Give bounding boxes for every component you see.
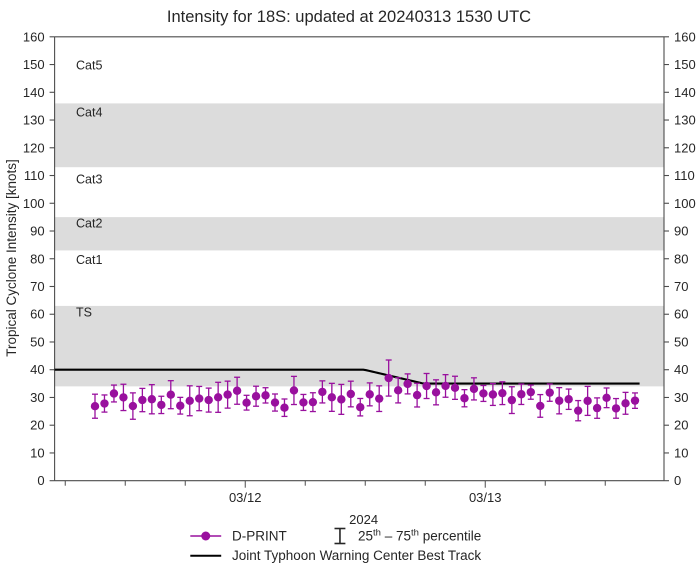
svg-text:120: 120 (674, 140, 696, 155)
svg-text:2024: 2024 (349, 512, 378, 527)
svg-text:90: 90 (30, 224, 44, 239)
svg-text:20: 20 (30, 418, 44, 433)
svg-text:80: 80 (674, 251, 688, 266)
svg-text:100: 100 (674, 196, 696, 211)
svg-text:90: 90 (674, 224, 688, 239)
svg-text:150: 150 (674, 57, 696, 72)
svg-text:50: 50 (30, 334, 44, 349)
svg-text:0: 0 (37, 473, 44, 488)
svg-text:140: 140 (23, 85, 45, 100)
svg-text:Cat4: Cat4 (76, 106, 102, 120)
svg-text:TS: TS (76, 305, 92, 319)
svg-text:03/12: 03/12 (229, 490, 262, 505)
svg-text:Cat5: Cat5 (76, 59, 102, 73)
svg-text:70: 70 (30, 279, 44, 294)
svg-text:Cat1: Cat1 (76, 253, 102, 267)
svg-text:150: 150 (23, 57, 45, 72)
svg-text:Cat3: Cat3 (76, 172, 102, 186)
svg-text:130: 130 (674, 113, 696, 128)
svg-text:160: 160 (23, 29, 45, 44)
svg-text:10: 10 (30, 445, 44, 460)
svg-text:0: 0 (674, 473, 681, 488)
svg-text:60: 60 (30, 307, 44, 322)
svg-text:60: 60 (674, 307, 688, 322)
svg-text:30: 30 (674, 390, 688, 405)
svg-text:110: 110 (674, 168, 695, 183)
svg-text:50: 50 (674, 334, 688, 349)
svg-text:40: 40 (30, 362, 44, 377)
svg-text:10: 10 (674, 445, 688, 460)
svg-text:Intensity for 18S: updated at: Intensity for 18S: updated at 20240313 1… (167, 8, 531, 26)
svg-text:Joint Typhoon Warning Center B: Joint Typhoon Warning Center Best Track (232, 548, 481, 563)
svg-text:20: 20 (674, 418, 688, 433)
svg-text:140: 140 (674, 85, 696, 100)
svg-text:30: 30 (30, 390, 44, 405)
svg-text:160: 160 (674, 29, 696, 44)
svg-text:03/13: 03/13 (469, 490, 502, 505)
svg-text:70: 70 (674, 279, 688, 294)
svg-text:120: 120 (23, 140, 45, 155)
svg-text:D-PRINT: D-PRINT (232, 529, 287, 544)
svg-text:100: 100 (23, 196, 45, 211)
svg-text:40: 40 (674, 362, 688, 377)
svg-text:80: 80 (30, 251, 44, 266)
svg-text:Tropical Cyclone Intensity [kn: Tropical Cyclone Intensity [knots] (4, 159, 19, 357)
svg-text:130: 130 (23, 113, 45, 128)
svg-text:110: 110 (24, 168, 45, 183)
svg-text:Cat2: Cat2 (76, 217, 102, 231)
